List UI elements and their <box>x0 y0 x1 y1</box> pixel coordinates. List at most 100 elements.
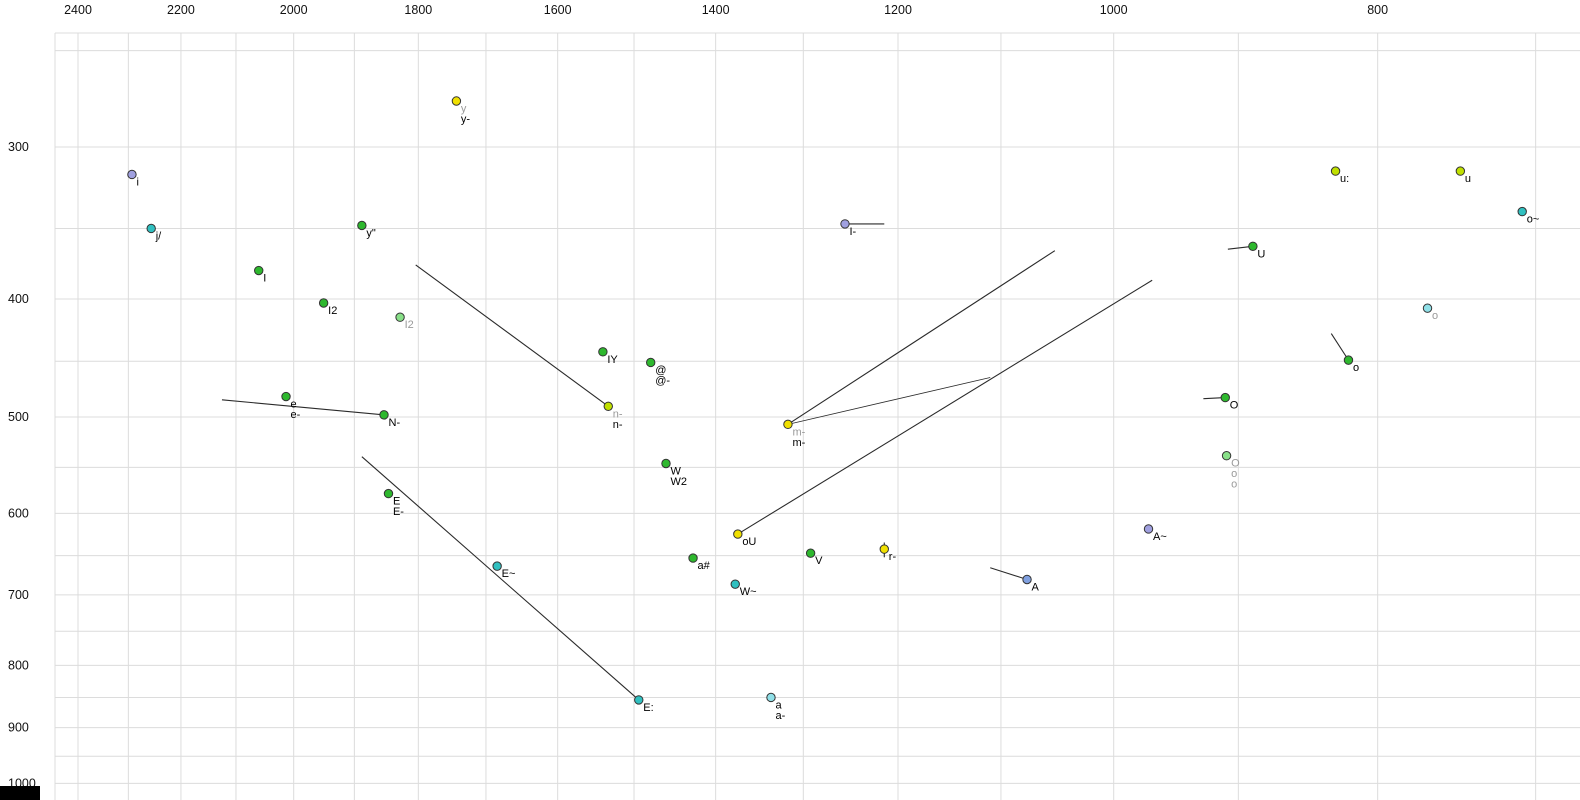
point-label: m- <box>792 437 805 449</box>
y-tick-label: 800 <box>8 658 29 672</box>
point-label: o <box>1231 479 1237 491</box>
data-point[interactable] <box>1248 241 1258 251</box>
point-label: O <box>1230 400 1239 412</box>
trajectory-line <box>787 250 1056 425</box>
corner-box <box>0 786 40 800</box>
y-tick-label: 600 <box>8 506 29 520</box>
trajectory-line <box>221 399 385 416</box>
x-tick-label: 1800 <box>404 3 432 17</box>
point-label: IY <box>607 354 618 366</box>
data-point[interactable] <box>1343 355 1354 365</box>
data-point[interactable] <box>318 298 329 308</box>
y-tick-label: 300 <box>8 140 29 154</box>
x-tick-label: 2400 <box>64 3 92 17</box>
point-label: y" <box>366 227 376 239</box>
point-label: oU <box>742 536 756 548</box>
data-point[interactable] <box>254 265 264 276</box>
data-point[interactable] <box>1143 524 1154 534</box>
data-point[interactable] <box>766 692 776 703</box>
data-point[interactable] <box>1220 392 1230 403</box>
x-tick-label: 1200 <box>884 3 912 17</box>
data-point[interactable] <box>1422 303 1433 313</box>
point-label: E <box>393 496 400 508</box>
trajectory-line <box>415 264 609 407</box>
point-label: u: <box>1340 173 1349 185</box>
point-label: y- <box>461 114 471 126</box>
x-tick-label: 1000 <box>1100 3 1128 17</box>
point-label: a <box>775 699 782 711</box>
trajectory-line <box>787 377 991 425</box>
point-label: W2 <box>670 476 687 488</box>
point-label: I2 <box>405 319 414 331</box>
data-point[interactable] <box>661 458 671 469</box>
trajectory-line <box>361 456 640 701</box>
point-label: m- <box>792 426 805 438</box>
data-point[interactable] <box>1517 206 1527 217</box>
data-point[interactable] <box>379 410 389 420</box>
data-point[interactable] <box>603 401 613 412</box>
y-tick-label: 500 <box>8 410 29 424</box>
x-tick-label: 1600 <box>544 3 572 17</box>
data-point[interactable] <box>733 529 743 539</box>
data-point[interactable] <box>146 223 156 234</box>
point-label: U <box>1257 248 1265 260</box>
point-label: e- <box>291 409 301 421</box>
data-point[interactable] <box>879 544 889 554</box>
y-tick-label: 900 <box>8 721 29 735</box>
data-point[interactable] <box>395 312 405 322</box>
point-label: o <box>1432 310 1438 322</box>
point-label: e <box>291 399 297 411</box>
y-tick-label: 400 <box>8 292 29 306</box>
data-point[interactable] <box>840 219 850 229</box>
point-label: N- <box>389 417 401 429</box>
data-point[interactable] <box>451 96 462 106</box>
point-label: A <box>1032 582 1040 594</box>
data-point[interactable] <box>598 347 608 357</box>
point-label: E~ <box>502 568 516 580</box>
data-point[interactable] <box>783 419 793 430</box>
x-tick-label: 2000 <box>280 3 308 17</box>
data-point[interactable] <box>1455 166 1466 176</box>
x-tick-label: 2200 <box>167 3 195 17</box>
point-label: o <box>1231 468 1237 480</box>
point-label: r- <box>889 551 897 563</box>
data-point[interactable] <box>1330 166 1341 176</box>
point-label: i <box>136 176 138 188</box>
data-point[interactable] <box>383 488 394 499</box>
point-label: O <box>1231 458 1240 470</box>
data-point[interactable] <box>688 553 698 563</box>
point-label: A~ <box>1153 531 1167 543</box>
point-label: u <box>1465 173 1471 185</box>
point-label: a# <box>698 560 711 572</box>
point-label: I2 <box>328 305 337 317</box>
point-label: n- <box>613 419 623 431</box>
point-label: E: <box>643 702 653 714</box>
data-point[interactable] <box>1022 574 1032 585</box>
data-point[interactable] <box>281 391 291 402</box>
point-label: W <box>670 466 681 478</box>
data-point[interactable] <box>357 220 367 231</box>
point-label: o~ <box>1527 214 1540 226</box>
data-point[interactable] <box>646 357 656 368</box>
trajectory-line <box>990 567 1028 581</box>
point-label: n- <box>613 408 623 420</box>
point-label: @- <box>655 375 670 387</box>
data-point[interactable] <box>730 579 740 589</box>
data-point[interactable] <box>634 695 644 705</box>
trajectory-line <box>737 279 1153 535</box>
point-label: @ <box>655 364 666 376</box>
point-label: E- <box>393 506 404 518</box>
point-label: y <box>461 103 467 115</box>
data-point[interactable] <box>127 169 137 180</box>
point-label: j/ <box>155 230 162 242</box>
data-point[interactable] <box>1221 451 1232 461</box>
y-tick-label: 700 <box>8 588 29 602</box>
data-point[interactable] <box>805 548 816 558</box>
point-label: I- <box>849 226 856 238</box>
point-label: W~ <box>740 586 757 598</box>
point-label: V <box>815 555 823 567</box>
point-label: o <box>1353 362 1359 374</box>
point-label: a- <box>775 710 785 722</box>
data-point[interactable] <box>492 561 502 571</box>
